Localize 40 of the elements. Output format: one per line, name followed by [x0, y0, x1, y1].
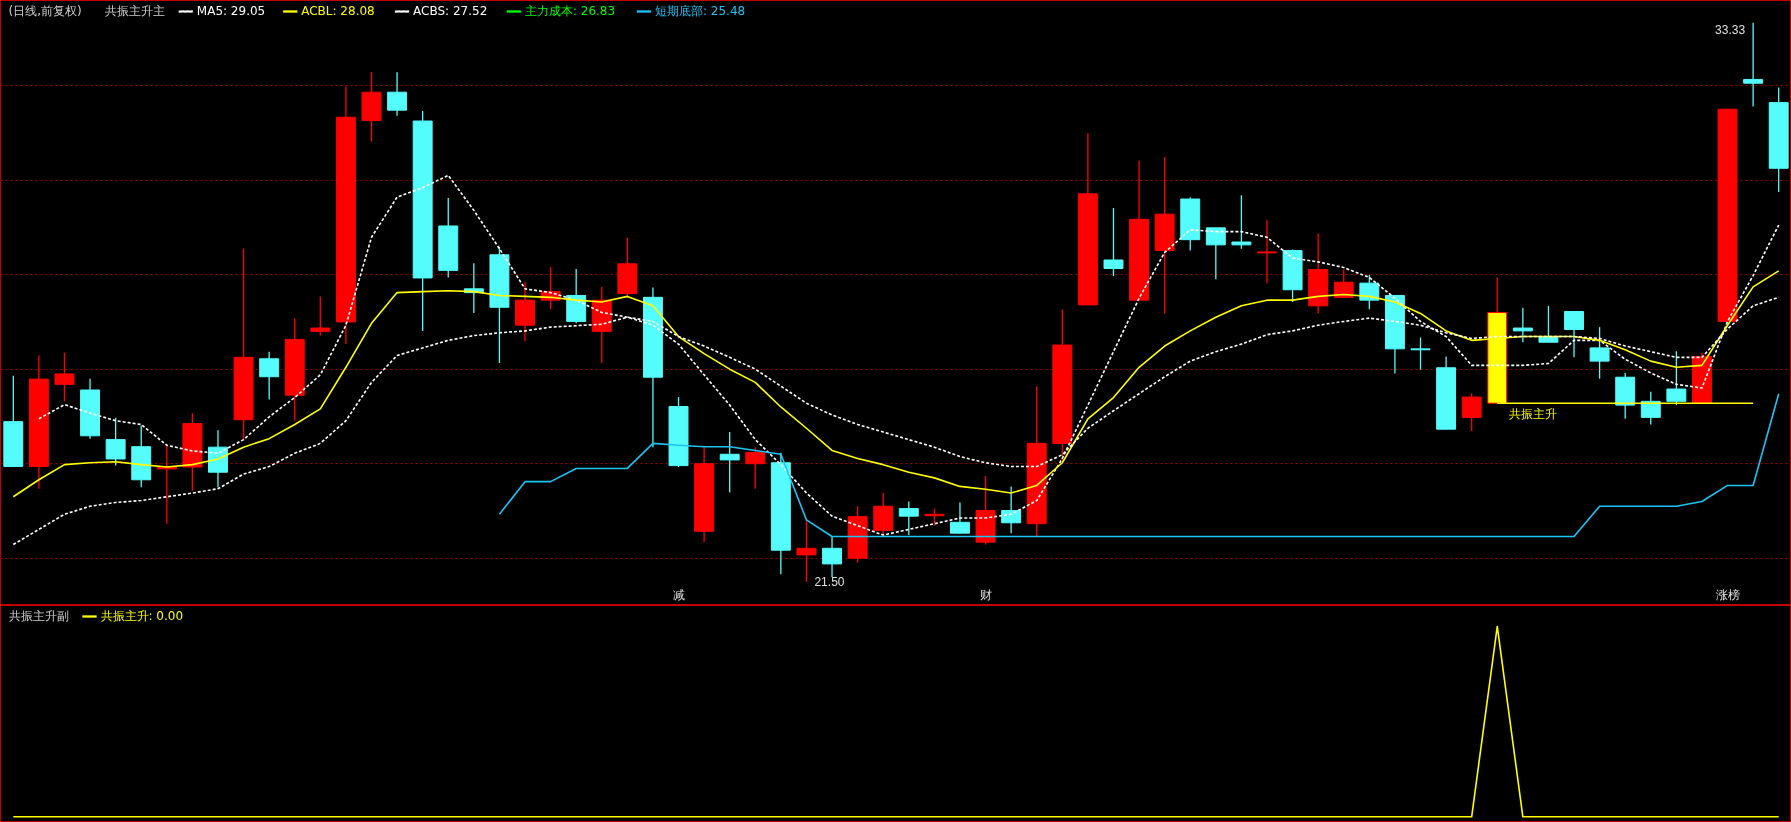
chart-title: (日线,前复权) — [8, 3, 82, 18]
candlestick — [1001, 485, 1022, 534]
candlestick — [745, 446, 766, 490]
x-tick-label: 涨榜 — [1715, 587, 1740, 602]
candlestick — [259, 351, 280, 401]
candlestick — [387, 71, 408, 117]
candlestick — [1564, 310, 1584, 359]
annotation: 21.50 — [814, 575, 845, 590]
candlestick — [1231, 194, 1252, 250]
candlestick — [1538, 305, 1559, 343]
candlestick — [1359, 273, 1380, 310]
candlestick — [950, 501, 970, 535]
candlestick — [822, 536, 842, 578]
candlestick — [310, 295, 331, 337]
candlestick — [1461, 392, 1482, 432]
candlestick — [1589, 326, 1610, 380]
annotation: 33.33 — [1715, 22, 1746, 37]
candlestick — [719, 431, 740, 494]
candlestick — [54, 351, 75, 402]
x-tick-label: 减 — [672, 587, 685, 602]
candlestick — [1205, 227, 1226, 281]
candlestick — [1257, 219, 1277, 284]
candlestick — [898, 500, 919, 536]
candlestick — [1512, 307, 1533, 343]
legend-label: 短期底部: 25.48 — [654, 3, 746, 18]
candlestick — [1666, 350, 1687, 406]
series-label: 共振主升 — [1509, 407, 1558, 422]
legend-label: ACBS: 27.52 — [413, 3, 488, 18]
legend-label: 主力成本: 26.83 — [524, 3, 616, 18]
legend-label: MA5: 29.05 — [196, 3, 266, 18]
candlestick — [1410, 336, 1431, 371]
x-tick-label: 财 — [979, 587, 992, 602]
candlestick — [105, 417, 126, 467]
legend-label: 共振主升: 0.00 — [100, 608, 184, 623]
candlestick — [1743, 22, 1764, 108]
chart-subtitle: 共振主升主 — [104, 3, 165, 18]
candlestick — [1103, 207, 1124, 277]
chart-title: 共振主升副 — [8, 608, 69, 623]
candlestick — [796, 519, 817, 583]
legend-label: ACBL: 28.08 — [301, 3, 375, 18]
